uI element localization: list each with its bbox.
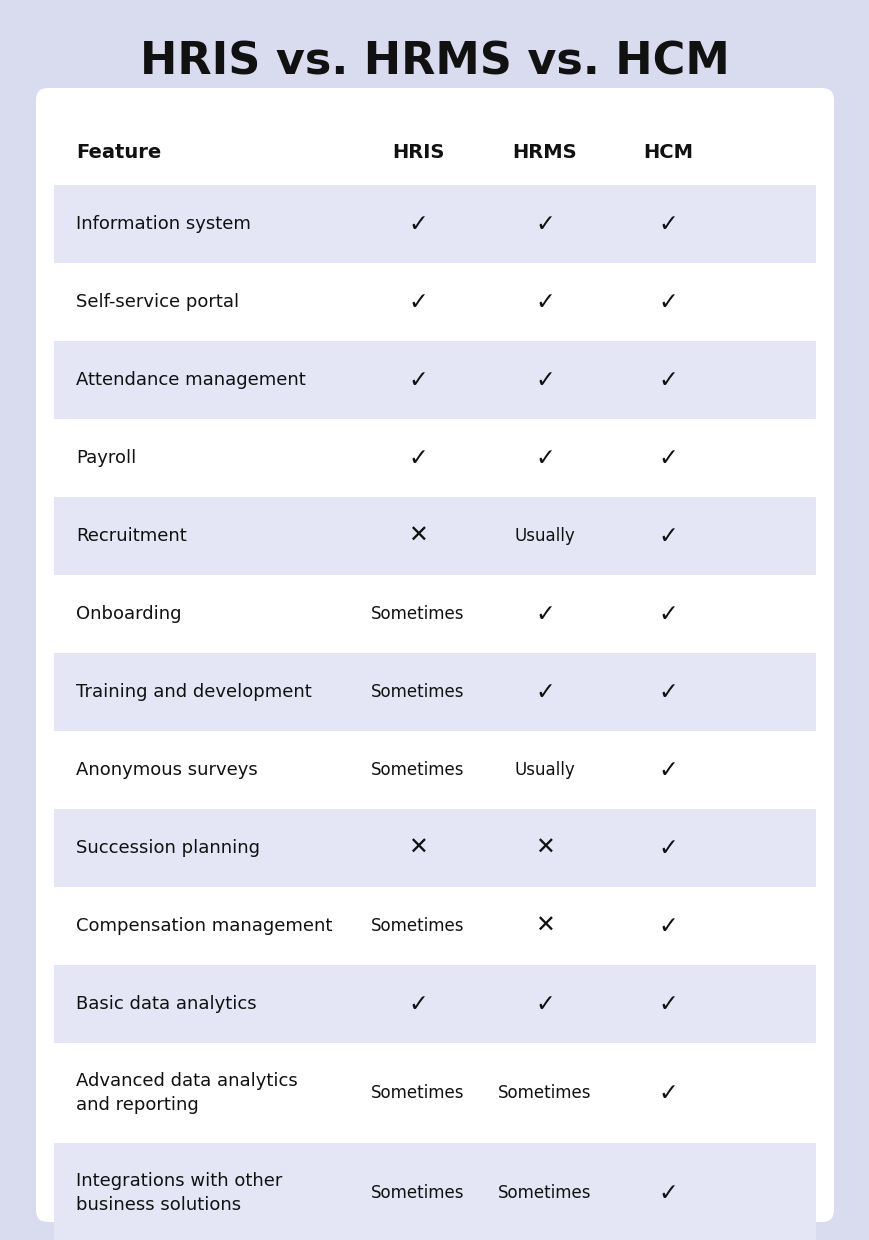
Text: Sometimes: Sometimes bbox=[371, 1184, 464, 1202]
Text: ✓: ✓ bbox=[408, 992, 428, 1016]
Text: ✓: ✓ bbox=[657, 1081, 677, 1105]
Text: ✕: ✕ bbox=[408, 836, 428, 861]
Text: ✓: ✓ bbox=[657, 680, 677, 704]
Text: ✓: ✓ bbox=[534, 446, 554, 470]
Text: Sometimes: Sometimes bbox=[371, 605, 464, 622]
Text: ✓: ✓ bbox=[534, 601, 554, 626]
Text: Anonymous surveys: Anonymous surveys bbox=[76, 761, 257, 779]
Text: Sometimes: Sometimes bbox=[498, 1084, 591, 1102]
Text: Attendance management: Attendance management bbox=[76, 371, 305, 389]
Text: ✓: ✓ bbox=[657, 212, 677, 236]
Text: ✓: ✓ bbox=[657, 758, 677, 782]
Text: Sometimes: Sometimes bbox=[371, 918, 464, 935]
Text: ✓: ✓ bbox=[534, 290, 554, 314]
Text: Basic data analytics: Basic data analytics bbox=[76, 994, 256, 1013]
Text: Information system: Information system bbox=[76, 215, 250, 233]
Text: Onboarding: Onboarding bbox=[76, 605, 182, 622]
FancyBboxPatch shape bbox=[54, 1143, 815, 1240]
FancyBboxPatch shape bbox=[54, 497, 815, 575]
Text: Training and development: Training and development bbox=[76, 683, 311, 701]
Text: ✓: ✓ bbox=[408, 446, 428, 470]
Text: ✓: ✓ bbox=[657, 1180, 677, 1205]
Text: ✓: ✓ bbox=[657, 601, 677, 626]
Text: Recruitment: Recruitment bbox=[76, 527, 187, 546]
Text: ✓: ✓ bbox=[408, 368, 428, 392]
Text: ✓: ✓ bbox=[408, 290, 428, 314]
Text: ✓: ✓ bbox=[534, 368, 554, 392]
Text: ✓: ✓ bbox=[534, 992, 554, 1016]
Text: ✕: ✕ bbox=[534, 836, 554, 861]
Text: ✓: ✓ bbox=[534, 680, 554, 704]
Text: Advanced data analytics
and reporting: Advanced data analytics and reporting bbox=[76, 1071, 297, 1115]
FancyBboxPatch shape bbox=[54, 653, 815, 732]
Text: HCM: HCM bbox=[642, 143, 693, 161]
Text: ✓: ✓ bbox=[657, 368, 677, 392]
Text: ✓: ✓ bbox=[408, 212, 428, 236]
Text: HRMS: HRMS bbox=[512, 143, 577, 161]
Text: ✓: ✓ bbox=[657, 992, 677, 1016]
Text: Sometimes: Sometimes bbox=[498, 1184, 591, 1202]
Text: Self-service portal: Self-service portal bbox=[76, 293, 239, 311]
Text: ✓: ✓ bbox=[534, 212, 554, 236]
FancyBboxPatch shape bbox=[54, 808, 815, 887]
FancyBboxPatch shape bbox=[54, 341, 815, 419]
Text: Usually: Usually bbox=[514, 761, 574, 779]
Text: Sometimes: Sometimes bbox=[371, 761, 464, 779]
Text: ✓: ✓ bbox=[657, 525, 677, 548]
Text: Integrations with other
business solutions: Integrations with other business solutio… bbox=[76, 1172, 282, 1214]
Text: ✓: ✓ bbox=[657, 290, 677, 314]
Text: Usually: Usually bbox=[514, 527, 574, 546]
Text: Sometimes: Sometimes bbox=[371, 1084, 464, 1102]
Text: HRIS vs. HRMS vs. HCM: HRIS vs. HRMS vs. HCM bbox=[140, 41, 729, 83]
Text: ✓: ✓ bbox=[657, 914, 677, 937]
Text: Payroll: Payroll bbox=[76, 449, 136, 467]
Text: ✓: ✓ bbox=[657, 446, 677, 470]
Text: HRIS: HRIS bbox=[391, 143, 444, 161]
FancyBboxPatch shape bbox=[54, 185, 815, 263]
FancyBboxPatch shape bbox=[36, 88, 833, 1221]
Text: Feature: Feature bbox=[76, 143, 161, 161]
Text: ✕: ✕ bbox=[408, 525, 428, 548]
Text: Succession planning: Succession planning bbox=[76, 839, 260, 857]
Text: ✓: ✓ bbox=[657, 836, 677, 861]
Text: ✕: ✕ bbox=[534, 914, 554, 937]
Text: Sometimes: Sometimes bbox=[371, 683, 464, 701]
Text: Compensation management: Compensation management bbox=[76, 918, 332, 935]
FancyBboxPatch shape bbox=[54, 965, 815, 1043]
